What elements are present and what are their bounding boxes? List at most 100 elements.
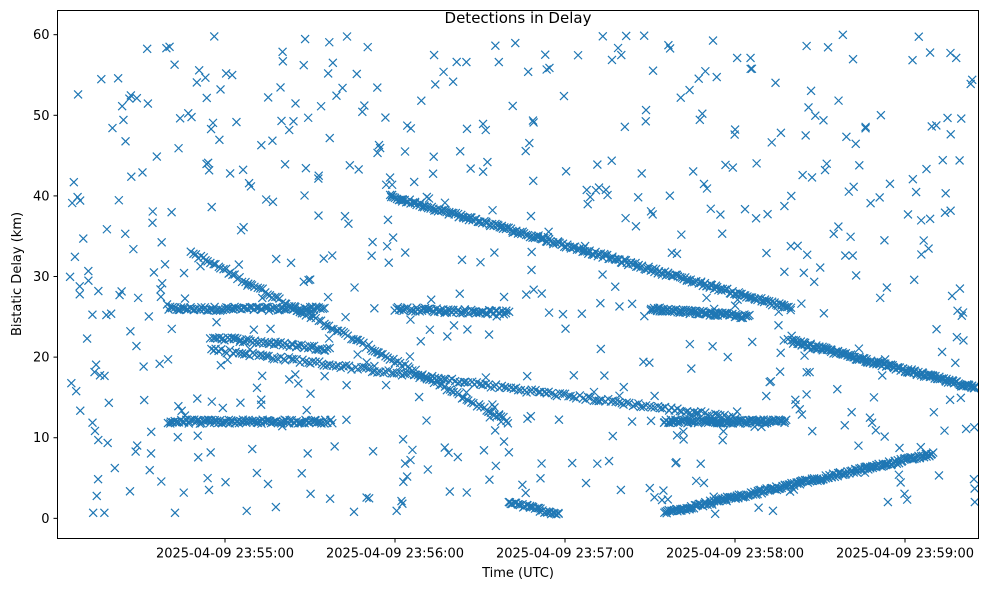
data-point [722, 496, 732, 506]
data-point [695, 306, 705, 316]
data-point [212, 317, 221, 327]
data-point [637, 169, 647, 178]
data-point [741, 311, 751, 321]
data-point [615, 301, 624, 311]
data-point [598, 270, 607, 279]
data-point [948, 376, 958, 386]
data-point [544, 227, 554, 237]
data-point [786, 241, 796, 251]
data-point [494, 57, 504, 67]
data-point [245, 345, 255, 354]
data-point [390, 193, 400, 203]
data-point [289, 354, 298, 364]
data-point [336, 363, 346, 373]
data-point [258, 284, 268, 294]
data-point [658, 486, 668, 496]
data-point [459, 377, 469, 387]
data-point [352, 69, 362, 79]
data-point [819, 308, 829, 318]
data-point [685, 339, 695, 349]
data-point [491, 461, 501, 471]
data-point [381, 380, 391, 390]
data-point [88, 310, 97, 320]
data-point [691, 476, 701, 486]
data-point [774, 307, 784, 317]
data-point [138, 168, 147, 177]
data-point [209, 259, 219, 269]
data-point [163, 354, 173, 364]
data-point [132, 441, 142, 450]
data-point [266, 304, 276, 314]
data-point [528, 116, 538, 125]
data-point [185, 415, 195, 425]
data-point [444, 448, 454, 458]
data-point [545, 63, 554, 73]
data-point [732, 53, 742, 63]
data-point [392, 506, 402, 516]
data-point [481, 379, 491, 389]
data-point [970, 383, 979, 393]
data-point [943, 113, 952, 123]
data-point [400, 147, 410, 156]
data-point [688, 167, 698, 176]
data-point [324, 37, 334, 47]
data-point [204, 485, 214, 495]
data-point [684, 416, 694, 426]
data-point [110, 463, 120, 473]
data-point [227, 70, 237, 80]
data-point [179, 488, 189, 498]
data-point [956, 393, 966, 403]
data-point [453, 452, 463, 462]
data-point [291, 99, 300, 108]
data-point [448, 77, 458, 87]
data-point [95, 370, 105, 380]
data-point [929, 407, 939, 417]
data-point [161, 43, 171, 53]
data-point [284, 125, 294, 135]
data-point [384, 258, 394, 268]
data-point [687, 411, 697, 421]
data-point [806, 86, 816, 96]
data-point [861, 122, 871, 132]
data-point [554, 415, 564, 425]
data-point [423, 304, 433, 314]
data-point [388, 233, 398, 243]
data-point [592, 459, 602, 469]
data-point [730, 301, 740, 311]
data-point [268, 303, 278, 313]
data-point [645, 483, 655, 493]
data-point [307, 342, 317, 352]
data-point [699, 309, 709, 319]
data-point [900, 489, 909, 499]
data-point [847, 352, 857, 362]
data-point [802, 41, 812, 51]
data-point [527, 265, 536, 275]
data-point [263, 479, 273, 489]
data-point [840, 251, 850, 260]
data-point [497, 381, 507, 391]
y-axis-title: Bistatic Delay (km) [10, 212, 25, 336]
data-point [641, 105, 651, 115]
data-point [501, 306, 511, 316]
data-point [445, 487, 455, 496]
data-point [946, 129, 956, 139]
data-point [342, 32, 352, 41]
data-point [297, 308, 307, 318]
data-point [685, 85, 694, 95]
data-point [375, 143, 385, 153]
data-point [103, 438, 113, 448]
data-point [801, 130, 811, 140]
data-point [536, 473, 545, 483]
data-point [579, 243, 588, 253]
data-point [314, 171, 324, 181]
data-point [823, 42, 833, 52]
data-point [323, 69, 333, 78]
data-point [214, 135, 224, 145]
data-point [476, 257, 485, 267]
data-point [406, 455, 415, 465]
data-point [167, 324, 177, 334]
data-point [342, 415, 351, 425]
data-point [908, 174, 918, 184]
data-point [820, 165, 830, 175]
data-point [439, 67, 448, 77]
